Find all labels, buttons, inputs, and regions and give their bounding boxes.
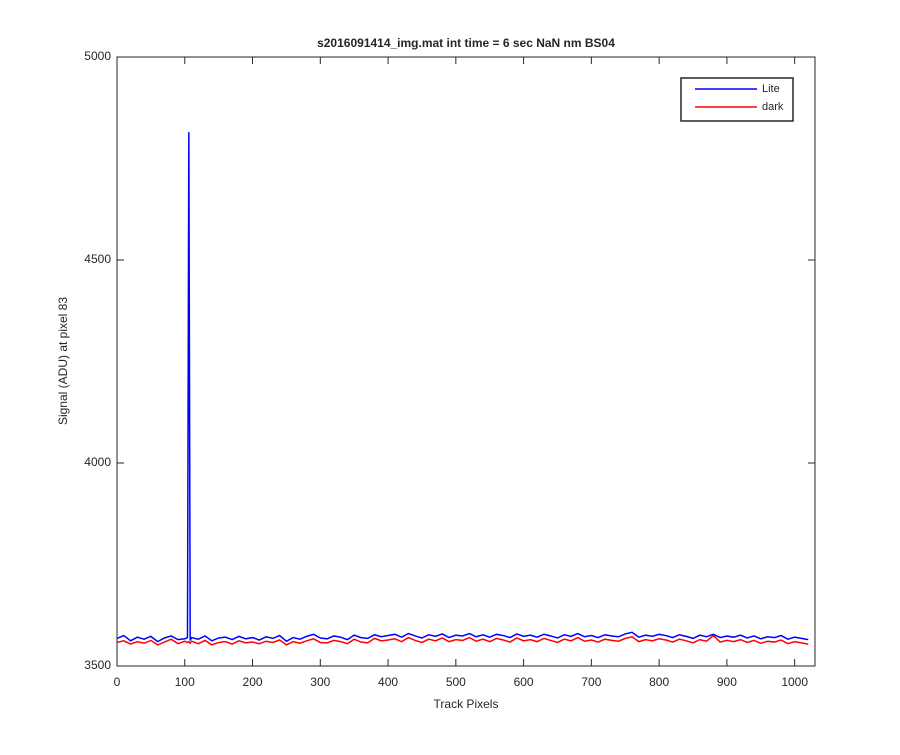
chart-title: s2016091414_img.mat int time = 6 sec NaN… [317,36,615,50]
x-tick-label: 400 [378,675,398,689]
axes-box [116,56,816,667]
x-tick-label: 300 [310,675,330,689]
x-tick-label: 100 [175,675,195,689]
x-tick-label: 700 [581,675,601,689]
x-tick-label: 0 [114,675,121,689]
x-tick-label: 1000 [781,675,808,689]
legend-label: dark [762,101,784,113]
y-tick-label: 4000 [84,455,111,469]
series-line [116,634,809,646]
x-tick-label: 600 [514,675,534,689]
legend-label: Lite [762,83,780,95]
y-tick-label: 4500 [84,252,111,266]
x-axis-label: Track Pixels [434,697,499,711]
y-axis-label: Signal (ADU) at pixel 83 [56,297,70,425]
series-line [116,132,809,643]
x-tick-label: 500 [446,675,466,689]
y-tick-label: 5000 [84,49,111,63]
x-tick-label: 900 [717,675,737,689]
legend: Lite dark [680,77,794,122]
x-tick-label: 800 [649,675,669,689]
legend-box [680,77,794,122]
y-tick-label: 3500 [84,658,111,672]
x-tick-label: 200 [243,675,263,689]
